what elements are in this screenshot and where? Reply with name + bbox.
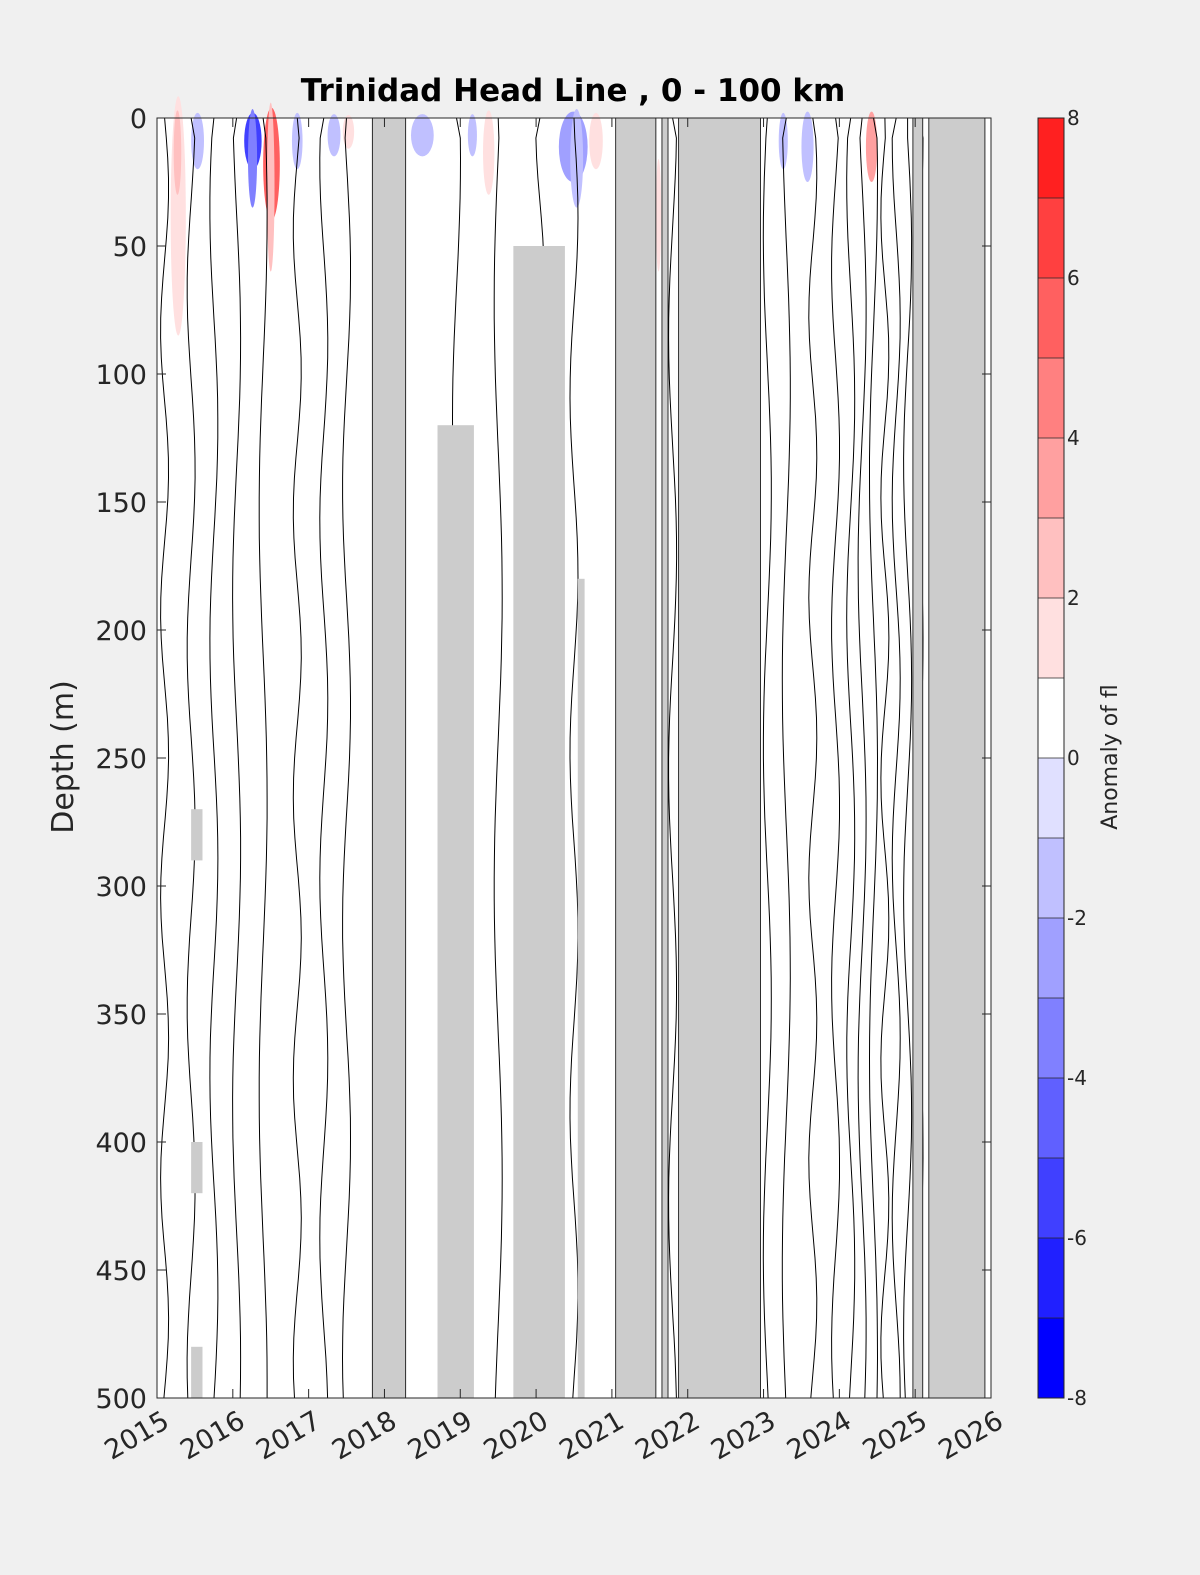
no-data-region xyxy=(678,117,761,1399)
contour-line xyxy=(569,117,579,1399)
contour-line xyxy=(903,118,913,1399)
colorbar-swatch xyxy=(1038,1238,1064,1318)
anomaly-patch xyxy=(655,158,662,272)
colorbar-tick-label: 6 xyxy=(1067,266,1080,290)
colorbar-frame xyxy=(1037,117,1065,1399)
y-tick-label: 450 xyxy=(95,1256,147,1287)
y-tick-label: 200 xyxy=(95,616,147,647)
colorbar-swatch xyxy=(1038,758,1064,838)
colorbar-tick-label: 0 xyxy=(1067,746,1080,770)
colorbar-tick-label: -8 xyxy=(1067,1386,1087,1410)
no-data-region xyxy=(191,1346,203,1398)
anomaly-patch xyxy=(173,110,182,195)
contour-line xyxy=(857,117,867,1399)
colorbar-swatch xyxy=(1038,918,1064,998)
anomaly-patch xyxy=(801,111,814,182)
anomaly-patch xyxy=(291,112,303,170)
colorbar-swatch xyxy=(1038,278,1064,358)
contour-line xyxy=(762,117,772,1399)
anomaly-patch xyxy=(483,110,495,195)
contour-line xyxy=(808,117,818,1399)
y-tick-label: 250 xyxy=(95,744,147,775)
contour-line xyxy=(160,117,170,1399)
contour-line xyxy=(258,117,268,1398)
plot-frame xyxy=(156,117,992,1399)
contour-line xyxy=(880,117,890,1399)
anomaly-patch xyxy=(865,111,878,182)
colorbar-tick-label: -2 xyxy=(1067,906,1087,930)
no-data-region xyxy=(191,1142,203,1194)
colorbar-swatch xyxy=(1038,838,1064,918)
y-tick-label: 300 xyxy=(95,872,147,903)
colorbar xyxy=(1037,117,1065,1399)
colorbar-tick-label: 8 xyxy=(1067,106,1080,130)
colorbar-swatch xyxy=(1038,1318,1064,1398)
no-data-region xyxy=(661,117,669,1399)
y-tick-label: 350 xyxy=(95,1000,147,1031)
y-tick-label: 100 xyxy=(95,360,147,391)
anomaly-patch xyxy=(467,114,477,157)
y-tick-label: 50 xyxy=(113,232,147,263)
contour-line xyxy=(319,117,329,1399)
anomaly-patch xyxy=(266,102,275,272)
y-tick-label: 500 xyxy=(95,1384,147,1415)
y-tick-labels: 0 50 100 150 200 250 300 350 400 450 500 xyxy=(95,104,147,1415)
contour-line xyxy=(846,117,856,1399)
colorbar-swatch xyxy=(1038,518,1064,598)
no-data-region xyxy=(513,246,565,1398)
colorbar-tick-labels: -8 -6 -4 -2 0 2 4 6 8 xyxy=(1067,106,1087,1410)
no-data-region xyxy=(928,117,986,1399)
colorbar-tick-label: -4 xyxy=(1067,1066,1087,1090)
colorbar-swatch xyxy=(1038,1158,1064,1238)
colorbar-swatch xyxy=(1038,598,1064,678)
colorbar-swatch xyxy=(1038,1078,1064,1158)
anomaly-patch xyxy=(327,114,341,157)
colorbar-tick-label: 4 xyxy=(1067,426,1080,450)
anomaly-patch xyxy=(570,109,584,208)
anomaly-patch xyxy=(342,114,355,149)
contour-line xyxy=(668,117,678,1399)
plot-area xyxy=(156,96,992,1399)
no-data-region xyxy=(577,578,585,1398)
contour-line xyxy=(868,117,879,1399)
contour-line xyxy=(341,117,352,1399)
axis-ticks xyxy=(156,117,992,1399)
anomaly-patches xyxy=(170,96,878,336)
y-tick-label: 0 xyxy=(130,104,147,135)
contour-line xyxy=(209,117,219,1399)
colorbar-swatch xyxy=(1038,438,1064,518)
colorbar-swatch xyxy=(1038,678,1064,758)
colorbar-label: Anomaly of fl xyxy=(1098,684,1123,830)
contour-line xyxy=(493,117,503,1399)
no-data-region xyxy=(912,117,924,1399)
contour-line xyxy=(781,117,791,1399)
colorbar-swatch xyxy=(1038,358,1064,438)
no-data-region xyxy=(437,425,474,1398)
contour-line xyxy=(292,117,302,1399)
no-data-region xyxy=(615,117,657,1399)
chart-title: Trinidad Head Line , 0 - 100 km xyxy=(301,73,846,109)
no-data-region xyxy=(371,117,407,1399)
colorbar-swatch xyxy=(1038,998,1064,1078)
no-data-regions xyxy=(191,117,986,1399)
anomaly-patch xyxy=(191,112,205,170)
contour-line xyxy=(232,117,242,1399)
y-axis-label: Depth (m) xyxy=(46,680,81,834)
colorbar-tick-label: -6 xyxy=(1067,1226,1087,1250)
anomaly-patch xyxy=(410,114,434,157)
anomaly-patch xyxy=(247,109,258,208)
y-tick-label: 150 xyxy=(95,488,147,519)
contour-line xyxy=(831,117,840,1399)
no-data-region xyxy=(191,809,203,861)
anomaly-patch xyxy=(589,112,603,170)
y-tick-label: 400 xyxy=(95,1128,147,1159)
contour-line xyxy=(891,117,901,1399)
colorbar-swatch xyxy=(1038,118,1064,198)
colorbar-tick-label: 2 xyxy=(1067,586,1080,610)
colorbar-swatch xyxy=(1038,198,1064,278)
